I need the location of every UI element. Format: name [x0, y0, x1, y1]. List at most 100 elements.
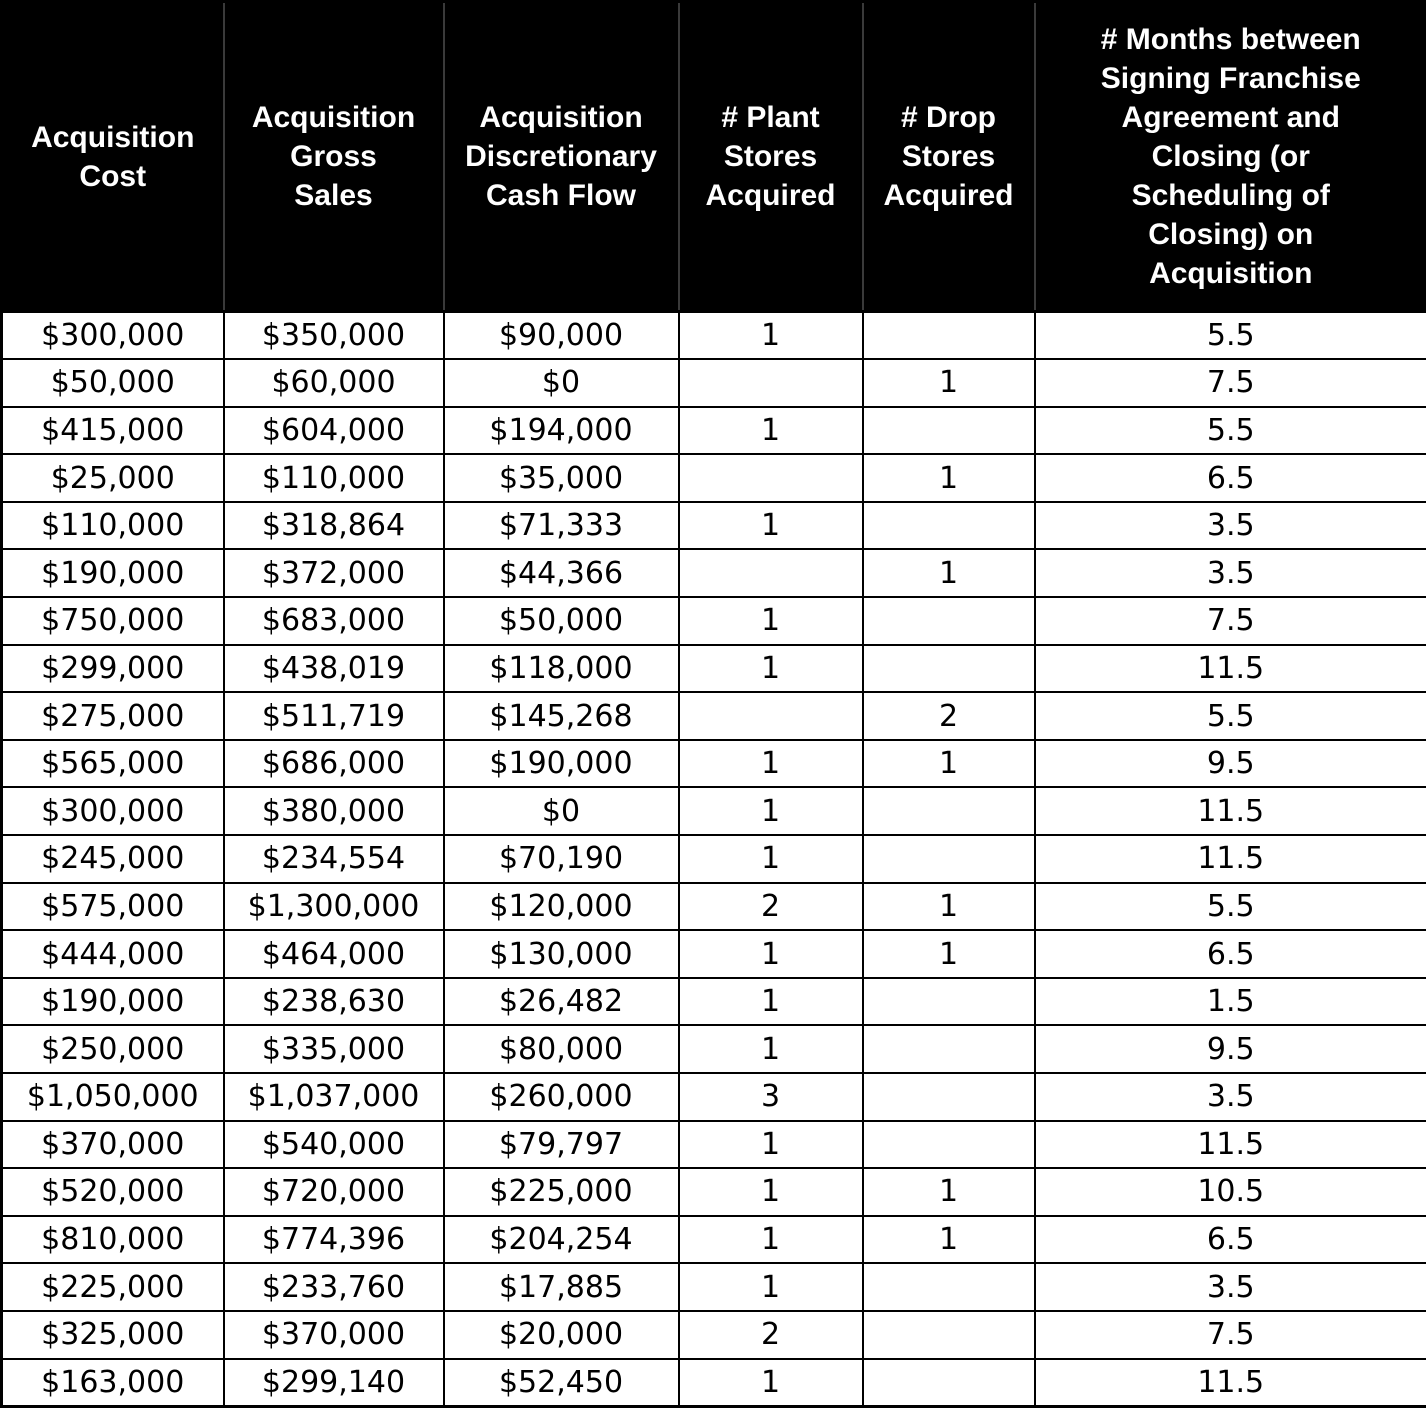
table-cell: $118,000 [442, 643, 680, 694]
table-cell: $511,719 [222, 691, 445, 741]
table-cell: 9.5 [1033, 738, 1426, 789]
table-cell: $318,864 [222, 500, 445, 551]
table-cell: $80,000 [442, 1024, 680, 1074]
table-cell: $260,000 [442, 1072, 680, 1122]
table-row: $225,000 $233,760 $17,885 1 3.5 [0, 1262, 1426, 1312]
table-cell: $25,000 [0, 453, 225, 503]
table-cell: $90,000 [442, 310, 680, 361]
table-row: $110,000 $318,864 $71,333 1 3.5 [0, 500, 1426, 551]
table-row: $300,000 $380,000 $0 1 11.5 [0, 786, 1426, 837]
table-cell: 1 [861, 929, 1036, 979]
table-cell: $60,000 [222, 358, 445, 408]
table-cell: $372,000 [222, 548, 445, 599]
table-cell: $194,000 [442, 405, 680, 456]
table-cell: $275,000 [0, 691, 225, 741]
table-cell: 5.5 [1033, 405, 1426, 456]
table-cell: $370,000 [0, 1119, 225, 1170]
table-row: $750,000 $683,000 $50,000 1 7.5 [0, 596, 1426, 646]
table-cell: $50,000 [0, 358, 225, 408]
table-cell: 11.5 [1033, 786, 1426, 837]
table-cell: $250,000 [0, 1024, 225, 1074]
table-cell: 3 [677, 1072, 864, 1122]
table-cell: 11.5 [1033, 643, 1426, 694]
table-cell: 11.5 [1033, 1357, 1426, 1408]
table-row: $25,000 $110,000 $35,000 1 6.5 [0, 453, 1426, 503]
column-header-plant-stores-acquired: # Plant Stores Acquired [677, 1, 864, 313]
table-cell: $225,000 [0, 1262, 225, 1312]
table-row: $300,000 $350,000 $90,000 1 5.5 [0, 310, 1426, 361]
table-cell: 7.5 [1033, 358, 1426, 408]
table-cell: 1 [677, 310, 864, 361]
table-cell: 1 [677, 596, 864, 646]
table-cell: $234,554 [222, 834, 445, 884]
table-body: $300,000 $350,000 $90,000 1 5.5 $50,000 $60,00… [0, 310, 1426, 1408]
table-cell: $299,000 [0, 643, 225, 694]
table-cell: $26,482 [442, 976, 680, 1027]
table-cell [861, 405, 1036, 456]
column-header-acquisition-gross-sales: Acquisition Gross Sales [222, 1, 445, 313]
table-cell: 1 [677, 500, 864, 551]
table-cell: $540,000 [222, 1119, 445, 1170]
table-row: $275,000 $511,719 $145,268 2 5.5 [0, 691, 1426, 741]
table-cell: 5.5 [1033, 691, 1426, 741]
table-row: $299,000 $438,019 $118,000 1 11.5 [0, 643, 1426, 694]
table-row: $370,000 $540,000 $79,797 1 11.5 [0, 1119, 1426, 1170]
table-cell [861, 1119, 1036, 1170]
table-header: Acquisition Cost Acquisition Gross Sales… [1, 1, 1426, 313]
table-cell: $0 [442, 358, 680, 408]
table-cell: 1 [861, 453, 1036, 503]
table-cell: 9.5 [1033, 1024, 1426, 1074]
table-cell: $190,000 [0, 548, 225, 599]
table-cell: $20,000 [442, 1309, 680, 1360]
table-cell: $438,019 [222, 643, 445, 694]
table-cell [677, 453, 864, 503]
table-cell: 6.5 [1033, 1214, 1426, 1265]
table-cell: $120,000 [442, 881, 680, 932]
table-cell: $110,000 [0, 500, 225, 551]
table-cell: $1,300,000 [222, 881, 445, 932]
table-cell: 1 [861, 1167, 1036, 1217]
table-cell: 1 [677, 834, 864, 884]
table-cell: 1 [677, 929, 864, 979]
table-cell [861, 1024, 1036, 1074]
table-cell: $35,000 [442, 453, 680, 503]
table-cell [861, 1072, 1036, 1122]
table-cell: $145,268 [442, 691, 680, 741]
table-cell: $335,000 [222, 1024, 445, 1074]
table-cell [861, 1262, 1036, 1312]
table-cell: $0 [442, 786, 680, 837]
table-cell: $300,000 [0, 786, 225, 837]
table-row: $50,000 $60,000 $0 1 7.5 [0, 358, 1426, 408]
table-cell: $575,000 [0, 881, 225, 932]
table-cell: 6.5 [1033, 453, 1426, 503]
table-cell: 1 [677, 1262, 864, 1312]
table-cell: 1 [677, 738, 864, 789]
table-cell: 1 [677, 643, 864, 694]
table-cell [861, 310, 1036, 361]
table-cell [861, 1309, 1036, 1360]
table-cell: $190,000 [442, 738, 680, 789]
table-cell: $79,797 [442, 1119, 680, 1170]
table-cell: $370,000 [222, 1309, 445, 1360]
table-cell: $299,140 [222, 1357, 445, 1408]
table-cell [861, 500, 1036, 551]
column-header-months-between-signing-and-closing: # Months between Signing Franchise Agree… [1033, 1, 1426, 313]
table-cell: 1 [677, 1214, 864, 1265]
table-cell: $52,450 [442, 1357, 680, 1408]
header-row: Acquisition Cost Acquisition Gross Sales… [1, 1, 1426, 313]
table-cell [861, 596, 1036, 646]
table-row: $444,000 $464,000 $130,000 1 1 6.5 [0, 929, 1426, 979]
table-cell [861, 834, 1036, 884]
table-cell: 1 [677, 1357, 864, 1408]
table-cell: $190,000 [0, 976, 225, 1027]
table-cell: $464,000 [222, 929, 445, 979]
table-cell: $683,000 [222, 596, 445, 646]
table-cell: 6.5 [1033, 929, 1426, 979]
table-cell [861, 976, 1036, 1027]
table-row: $575,000 $1,300,000 $120,000 2 1 5.5 [0, 881, 1426, 932]
table-cell: 1 [861, 738, 1036, 789]
table-cell: $44,366 [442, 548, 680, 599]
table-cell [677, 691, 864, 741]
table-row: $250,000 $335,000 $80,000 1 9.5 [0, 1024, 1426, 1074]
